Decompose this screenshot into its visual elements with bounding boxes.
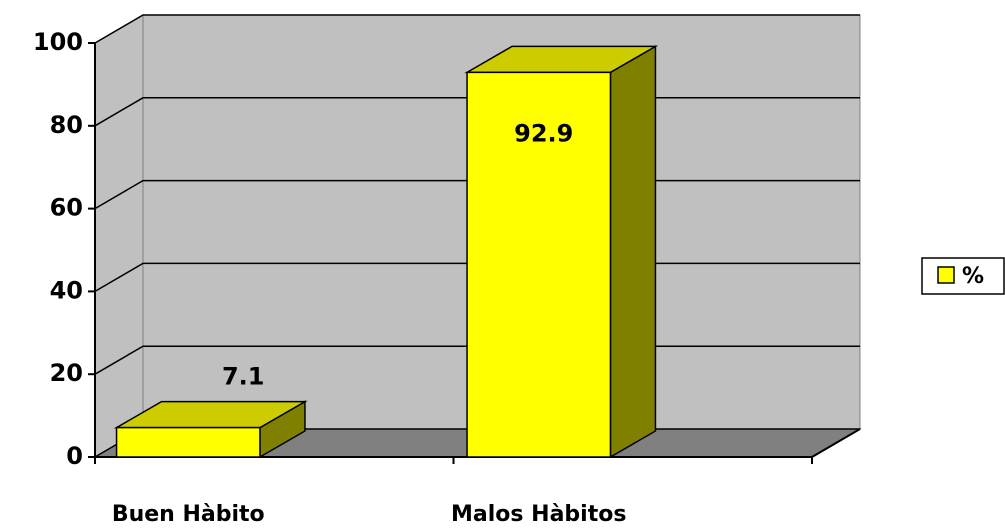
- data-label: 92.9: [514, 119, 573, 147]
- y-tick-label: 40: [50, 276, 83, 304]
- y-tick-label: 60: [50, 194, 83, 222]
- side-wall: [94, 14, 144, 458]
- y-tick-label: 100: [33, 28, 83, 56]
- data-label: 7.1: [222, 363, 265, 391]
- x-tick-label: Buen Hàbito: [112, 502, 265, 527]
- y-tick-label: 20: [50, 359, 83, 387]
- y-tick-label: 0: [66, 442, 83, 470]
- x-axis-depth: [811, 428, 861, 458]
- y-tick-label: 80: [50, 111, 83, 139]
- bar-side: [609, 45, 657, 459]
- x-tick-label: Malos Hàbitos: [451, 502, 626, 527]
- legend-box: [921, 257, 1005, 295]
- legend-label: %: [962, 264, 984, 289]
- bar: [115, 426, 261, 458]
- bar: [466, 71, 612, 458]
- legend-swatch: [937, 266, 955, 284]
- grid-line: [94, 14, 860, 44]
